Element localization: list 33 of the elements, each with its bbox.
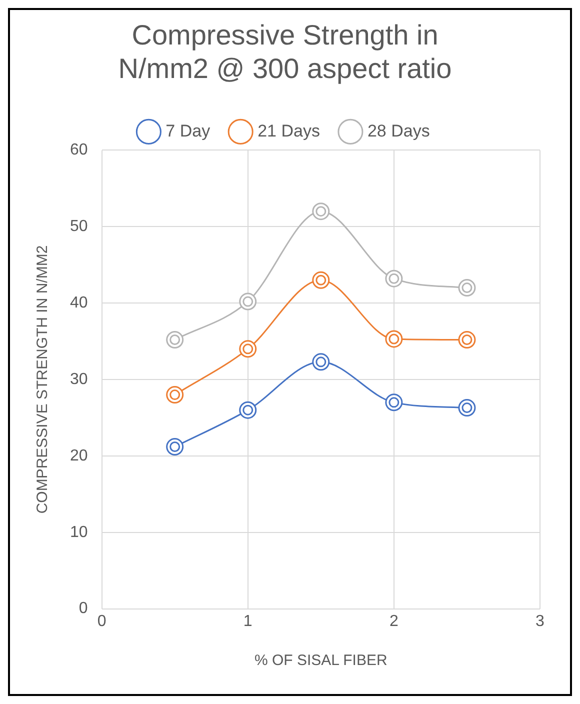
- point: [385, 330, 403, 348]
- point: [239, 292, 257, 310]
- point: [312, 271, 330, 289]
- x-tick-label: 0: [97, 612, 106, 630]
- text: Compressive Strength in: [132, 20, 438, 51]
- y-tick-label: 40: [70, 294, 88, 312]
- y-tick-label: 10: [70, 524, 88, 541]
- point: [166, 386, 184, 404]
- x-tick-label: 1: [243, 612, 252, 630]
- point: [312, 353, 330, 371]
- y-tick-label: 20: [70, 447, 88, 464]
- point: [312, 202, 330, 220]
- point: [458, 279, 476, 297]
- point: [166, 438, 184, 456]
- y-tick-label: 0: [78, 600, 88, 618]
- x-axis-title: % OF SISAL FIBER: [254, 652, 388, 670]
- point: [166, 331, 184, 349]
- text: N/mm2 @ 300 aspect ratio: [118, 53, 452, 84]
- point: [239, 401, 257, 419]
- legend-label: 28 Days: [367, 121, 430, 140]
- point: [458, 399, 476, 417]
- point: [385, 394, 403, 412]
- x-tick-label: 3: [536, 612, 545, 630]
- point: [458, 331, 476, 349]
- y-axis-title: COMPRESSIVE STRENGTH IN N/MM2: [34, 245, 52, 514]
- y-tick-label: 30: [70, 370, 88, 388]
- x-tick-label: 2: [389, 612, 398, 630]
- y-tick-label: 50: [70, 218, 88, 236]
- legend-label: 21 Days: [258, 121, 320, 140]
- legend-label: 7 Day: [166, 121, 211, 140]
- y-tick-label: 60: [70, 142, 88, 159]
- point: [239, 340, 257, 358]
- point: [385, 270, 403, 288]
